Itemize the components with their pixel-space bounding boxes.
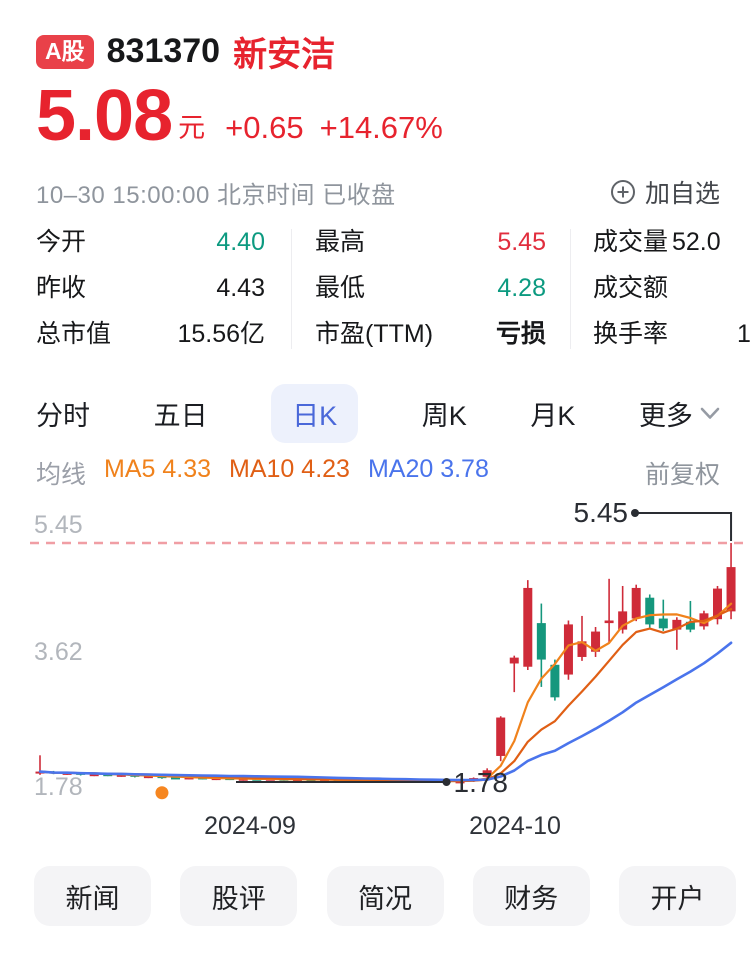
stock-header: A股 831370 新安洁 (36, 27, 335, 76)
stat-market-cap: 总市值 15.56亿 (36, 320, 265, 348)
ma5-value: MA5 4.33 (104, 455, 212, 483)
stats-grid: 今开 4.40 昨收 4.43 总市值 15.56亿 最高 5.45 最低 4.… (0, 227, 750, 352)
market-time-status: 10–30 15:00:00 北京时间 已收盘 (36, 181, 396, 209)
add-watchlist-button[interactable]: 加自选 (610, 174, 720, 210)
price-change: +0.65 (225, 110, 304, 145)
svg-text:5.45: 5.45 (34, 511, 83, 539)
financials-button[interactable]: 财务 (472, 866, 590, 926)
price-change-percent: +14.67% (319, 110, 443, 145)
footer-actions: 新闻 股评 简况 财务 开户 (34, 866, 736, 926)
x-axis-label-sep: 2024-09 (204, 812, 296, 840)
stats-divider-1 (291, 229, 292, 349)
market-badge: A股 (36, 34, 94, 69)
stock-name: 新安洁 (233, 36, 336, 74)
stat-open: 今开 4.40 (36, 228, 265, 256)
open-account-button[interactable]: 开户 (619, 866, 736, 926)
price-unit: 元 (178, 113, 206, 143)
svg-text:1.78: 1.78 (34, 773, 83, 801)
tab-minute[interactable]: 分时 (36, 394, 90, 433)
stats-divider-2 (570, 229, 571, 349)
stats-col-3: 成交量 成交额 换手率 (593, 227, 750, 365)
chart-period-tabs: 分时 五日 日K 周K 月K 更多 (36, 383, 720, 443)
price-adjust-mode[interactable]: 前复权 (645, 455, 720, 491)
tab-weekly-k[interactable]: 周K (422, 394, 467, 433)
profile-button[interactable]: 简况 (326, 866, 444, 926)
stat-turnover-rate: 换手率 (593, 320, 669, 348)
stat-turnover-amount: 成交额 (593, 274, 669, 302)
price-block: 5.08 元 +0.65 +14.67% (36, 80, 443, 152)
svg-text:1.78: 1.78 (454, 767, 509, 798)
ma10-value: MA10 4.23 (229, 455, 350, 483)
stat-pe-ttm: 市盈(TTM) 亏损 (315, 320, 546, 348)
stat-turnover-rate-value: 1 (737, 320, 750, 348)
ma20-value: MA20 3.78 (367, 455, 489, 483)
x-axis-labels: 2024-09 2024-10 (0, 812, 750, 842)
x-axis-label-oct: 2024-10 (469, 812, 561, 840)
kline-chart[interactable]: 5.45 3.62 1.78 1.78 5.45 (0, 492, 750, 810)
add-watchlist-label: 加自选 (644, 180, 720, 208)
stat-prev-close: 昨收 4.43 (36, 274, 265, 302)
current-price: 5.08 (36, 76, 173, 156)
stat-high: 最高 5.45 (315, 228, 546, 256)
ma-legend-prefix: 均线 (36, 461, 87, 489)
stat-low: 最低 4.28 (315, 274, 546, 302)
tab-more[interactable]: 更多 (639, 394, 720, 433)
tab-five-day[interactable]: 五日 (154, 394, 208, 433)
comments-button[interactable]: 股评 (180, 866, 298, 926)
svg-text:3.62: 3.62 (34, 638, 83, 666)
ma-legend: 均线 MA5 4.33 MA10 4.23 MA20 3.78 (36, 455, 489, 491)
stats-col-2: 最高 5.45 最低 4.28 市盈(TTM) 亏损 (315, 227, 546, 365)
plus-circle-icon (610, 180, 635, 204)
stat-volume-value: 52.0 (672, 228, 721, 256)
news-button[interactable]: 新闻 (34, 866, 151, 926)
stock-code: 831370 (106, 32, 221, 70)
chevron-down-icon (700, 407, 720, 419)
tab-monthly-k[interactable]: 月K (530, 394, 575, 433)
svg-text:5.45: 5.45 (574, 497, 629, 528)
stats-col-1: 今开 4.40 昨收 4.43 总市值 15.56亿 (36, 227, 265, 365)
status-row: 10–30 15:00:00 北京时间 已收盘 加自选 (36, 174, 720, 210)
stat-volume: 成交量 (593, 228, 669, 256)
tab-daily-k[interactable]: 日K (271, 383, 359, 443)
tab-more-label: 更多 (638, 400, 693, 431)
